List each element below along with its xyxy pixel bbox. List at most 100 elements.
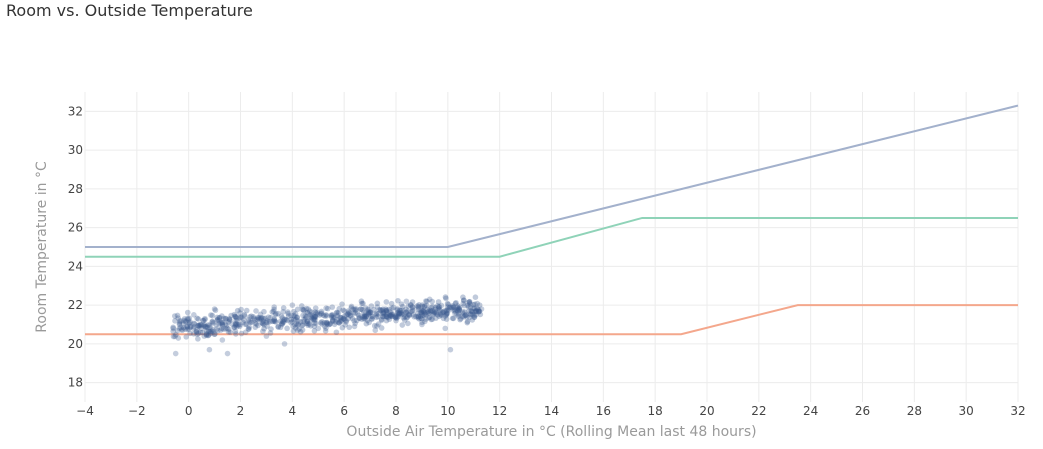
scatter-point — [429, 298, 435, 305]
scatter-point — [320, 312, 327, 319]
scatter-point — [279, 320, 285, 327]
scatter-point — [187, 324, 194, 330]
scatter-point — [468, 311, 474, 318]
scatter-point — [195, 322, 201, 329]
scatter-point — [198, 322, 205, 328]
scatter-point — [406, 311, 412, 318]
scatter-point — [403, 309, 409, 316]
scatter-point — [231, 311, 238, 318]
scatter-point — [210, 320, 217, 326]
scatter-point — [455, 303, 461, 309]
scatter-point — [469, 308, 476, 315]
scatter-point — [322, 313, 328, 319]
scatter-point — [445, 307, 452, 314]
scatter-point — [389, 311, 395, 318]
scatter-point — [341, 316, 348, 323]
scatter-point — [454, 308, 461, 314]
scatter-point — [473, 312, 479, 318]
scatter-point — [258, 315, 265, 322]
scatter-point — [227, 329, 234, 336]
scatter-point — [206, 346, 213, 353]
scatter-point — [324, 305, 331, 312]
scatter-point — [345, 311, 352, 317]
scatter-point — [432, 306, 438, 313]
scatter-point — [443, 316, 450, 322]
scatter-point — [296, 326, 302, 332]
scatter-point — [443, 295, 449, 302]
scatter-point — [472, 294, 479, 301]
scatter-point — [427, 308, 434, 315]
scatter-point — [342, 322, 348, 328]
scatter-point — [460, 297, 467, 304]
scatter-point — [275, 323, 282, 330]
scatter-point — [437, 311, 444, 318]
y-tick-label: 24 — [68, 259, 83, 273]
scatter-point — [443, 307, 450, 314]
scatter-point — [253, 308, 259, 314]
scatter-point — [460, 308, 466, 315]
scatter-point — [294, 314, 300, 320]
scatter-point — [388, 311, 395, 318]
scatter-point — [398, 301, 405, 307]
scatter-point — [324, 321, 330, 327]
scatter-point — [289, 302, 296, 308]
scatter-point — [471, 314, 478, 320]
scatter-point — [299, 306, 306, 313]
scatter-point — [181, 317, 187, 324]
scatter-point — [353, 306, 360, 312]
scatter-point — [204, 324, 211, 331]
scatter-point — [363, 320, 370, 327]
scatter-point — [176, 321, 183, 328]
scatter-point — [228, 312, 234, 319]
scatter-point — [383, 317, 390, 324]
scatter-point — [187, 330, 193, 337]
scatter-point — [209, 312, 216, 319]
scatter-point — [339, 301, 345, 307]
scatter-point — [297, 319, 304, 325]
scatter-point — [338, 315, 345, 321]
scatter-point — [396, 311, 402, 317]
x-tick-label: 8 — [392, 404, 400, 418]
scatter-point — [343, 319, 350, 325]
scatter-point — [250, 314, 257, 320]
scatter-point — [348, 313, 354, 319]
scatter-point — [380, 309, 387, 315]
scatter-point — [365, 311, 372, 317]
scatter-point — [213, 326, 220, 332]
scatter-point — [389, 310, 395, 317]
scatter-point — [284, 317, 290, 324]
scatter-point — [394, 314, 400, 320]
scatter-point — [361, 313, 368, 320]
scatter-point — [395, 309, 401, 316]
scatter-point — [422, 311, 428, 317]
scatter-point — [380, 306, 386, 313]
scatter-point — [263, 319, 270, 326]
scatter-point — [475, 308, 482, 315]
scatter-point — [311, 328, 318, 334]
scatter-point — [378, 307, 384, 314]
scatter-point — [309, 312, 315, 319]
scatter-point — [288, 312, 294, 319]
scatter-point — [351, 317, 357, 324]
scatter-point — [403, 314, 410, 321]
scatter-point — [425, 309, 431, 316]
scatter-point — [435, 304, 442, 310]
scatter-point — [340, 316, 346, 322]
scatter-point — [443, 311, 450, 318]
scatter-point — [285, 310, 291, 317]
scatter-point — [260, 328, 266, 335]
scatter-point — [346, 310, 353, 317]
scatter-point — [433, 315, 439, 321]
scatter-point — [182, 326, 189, 333]
scatter-point — [383, 308, 390, 314]
scatter-point — [463, 314, 470, 320]
scatter-point — [203, 328, 210, 334]
scatter-point — [393, 314, 399, 320]
scatter-point — [381, 309, 387, 316]
scatter-point — [434, 312, 441, 318]
scatter-point — [341, 313, 348, 320]
scatter-point — [441, 308, 447, 314]
scatter-point — [438, 312, 445, 319]
scatter-point — [246, 324, 252, 330]
scatter-point — [470, 301, 477, 308]
